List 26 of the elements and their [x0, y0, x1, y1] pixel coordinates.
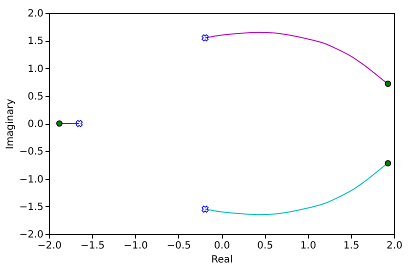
point — [202, 34, 209, 42]
x-tick-label: −0.5 — [166, 240, 192, 252]
x-tick-label: 1.0 — [300, 240, 316, 252]
point — [384, 80, 392, 87]
x-tick-label: 2.0 — [386, 240, 402, 252]
x-tick-label: −2.0 — [37, 240, 62, 252]
point — [76, 120, 83, 128]
y-tick-label: 0.0 — [28, 119, 44, 130]
x-tick-label: 0.0 — [214, 240, 230, 252]
x-axis-title: Real — [211, 254, 233, 266]
point — [384, 160, 392, 166]
y-tick-label: −0.5 — [19, 146, 44, 158]
y-tick-label: 1.5 — [28, 36, 44, 48]
x-tick-label: −1.0 — [124, 240, 148, 252]
y-tick-label: −1.5 — [19, 202, 44, 213]
y-tick-label: 1.0 — [28, 64, 44, 75]
point — [202, 206, 209, 213]
y-tick-label: 2.0 — [28, 8, 44, 20]
x-tick-label: 1.5 — [343, 240, 360, 252]
point — [56, 120, 62, 127]
x-tick-label: 0.5 — [257, 240, 274, 252]
x-tick-label: −1.5 — [80, 240, 105, 252]
y-tick-label: −1.0 — [19, 174, 44, 186]
y-tick-label: 0.5 — [28, 91, 44, 102]
y-axis-title: Imaginary — [5, 98, 16, 150]
y-tick-label: −2.0 — [19, 230, 44, 240]
